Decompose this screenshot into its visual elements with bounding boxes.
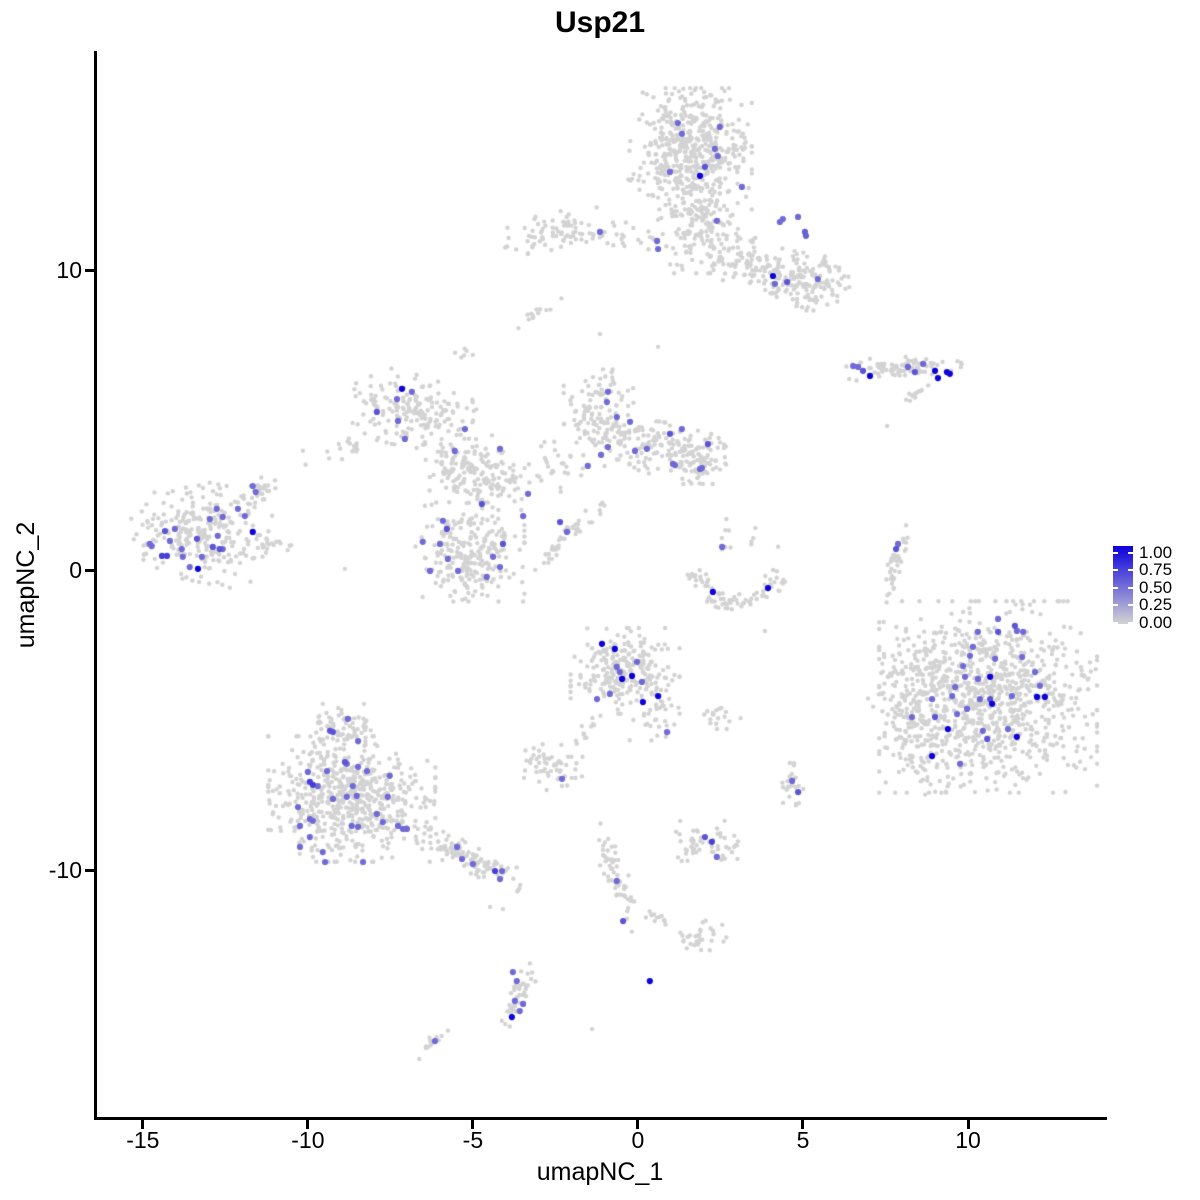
y-axis-tick-label: 10 xyxy=(56,256,82,283)
y-axis-tick-label: 0 xyxy=(69,556,82,583)
x-axis-tick-label: -15 xyxy=(126,1127,160,1153)
x-axis-tick-label: 0 xyxy=(631,1127,645,1153)
legend-tick-mark xyxy=(1113,604,1118,607)
legend-gradient-bar xyxy=(1113,546,1133,624)
x-axis-tick-label: 5 xyxy=(796,1127,810,1153)
x-axis-line xyxy=(94,1117,1107,1120)
legend-tick-mark xyxy=(1128,569,1133,572)
x-axis-tick-mark xyxy=(966,1120,970,1129)
x-axis-tick-label: -5 xyxy=(462,1127,484,1153)
legend-tick-label: 1.00 xyxy=(1139,543,1173,562)
scatter-points-canvas xyxy=(95,51,1104,1117)
legend-tick-mark xyxy=(1113,569,1118,572)
x-axis-tick-label: -10 xyxy=(291,1127,325,1153)
y-axis-tick-label: -10 xyxy=(48,856,82,883)
y-axis-tick-mark xyxy=(85,869,94,873)
legend-tick-label: 0.25 xyxy=(1139,595,1173,615)
legend-tick-mark xyxy=(1113,552,1118,554)
legend-tick-label: 0.00 xyxy=(1139,612,1173,632)
legend-tick-mark xyxy=(1113,586,1118,589)
legend-tick-label: 0.75 xyxy=(1139,560,1173,580)
legend-tick-mark xyxy=(1128,586,1133,589)
x-axis-label: umapNC_1 xyxy=(536,1158,664,1186)
plot-title: Usp21 xyxy=(554,6,646,39)
x-axis-tick-mark xyxy=(306,1120,310,1129)
y-axis-tick-mark xyxy=(85,269,94,273)
x-axis-tick-mark xyxy=(471,1120,475,1129)
legend-tick-mark xyxy=(1128,552,1133,554)
legend-tick-label: 0.50 xyxy=(1139,577,1173,597)
x-axis-tick-mark xyxy=(801,1120,805,1129)
x-axis-tick-label: 10 xyxy=(955,1127,981,1153)
x-axis-tick-mark xyxy=(141,1120,145,1129)
legend-tick-mark xyxy=(1128,621,1133,624)
y-axis-tick-mark xyxy=(85,569,94,573)
legend-tick-mark xyxy=(1128,604,1133,607)
x-axis-tick-mark xyxy=(636,1120,640,1129)
legend-tick-mark xyxy=(1113,621,1118,624)
y-axis-label: umapNC_2 xyxy=(12,521,40,649)
